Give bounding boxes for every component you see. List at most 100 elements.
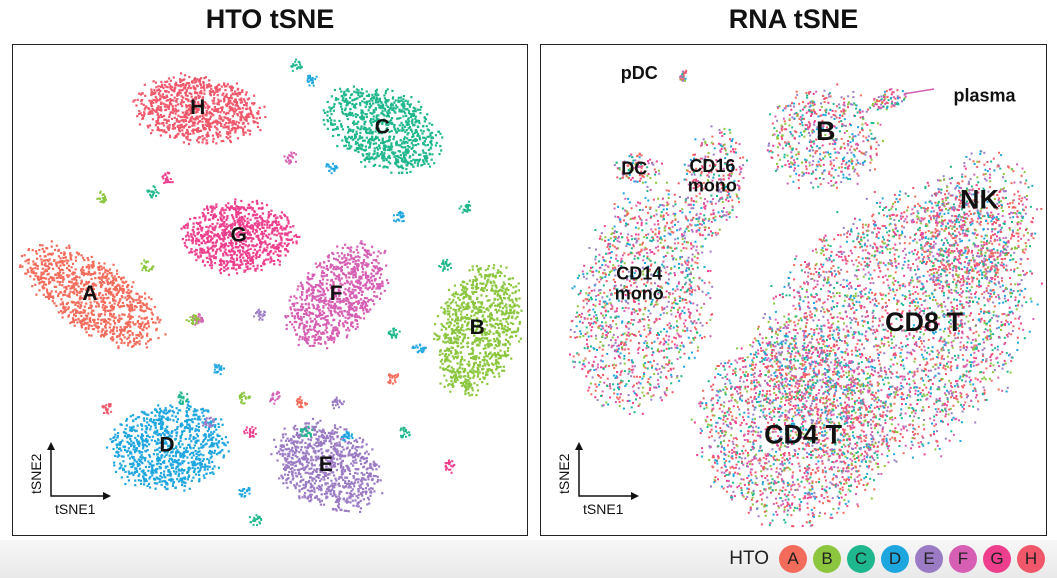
cell-point	[333, 329, 336, 332]
cell-point	[340, 277, 343, 280]
cell-point	[203, 233, 206, 236]
cell-point	[251, 261, 254, 264]
cell-point	[98, 281, 101, 284]
cell-point	[354, 255, 357, 258]
cell-point	[256, 217, 259, 220]
cell-point	[322, 272, 326, 275]
cell-point	[419, 108, 422, 111]
cell-point	[418, 135, 421, 138]
cell-point	[409, 113, 412, 116]
cell-point	[364, 127, 367, 130]
cell-point	[344, 137, 347, 140]
cell-point	[240, 99, 243, 102]
cell-point	[225, 223, 228, 226]
cell-point	[347, 289, 350, 292]
cell-point	[372, 251, 375, 254]
cell-point	[439, 132, 442, 135]
cell-point	[209, 112, 213, 115]
cell-point	[319, 262, 322, 265]
cell-point	[269, 250, 272, 253]
cell-point	[248, 244, 251, 247]
cell-point	[307, 338, 310, 341]
cell-point	[301, 293, 304, 296]
cell-point	[72, 309, 75, 312]
cell-point	[413, 109, 416, 112]
cell-point	[326, 315, 329, 318]
cell-point	[467, 392, 470, 395]
cell-point	[372, 96, 375, 99]
cell-point	[105, 329, 108, 332]
cell-point	[242, 98, 246, 101]
cell-point	[355, 102, 358, 106]
cell-point	[352, 270, 355, 273]
cell-point	[329, 286, 333, 289]
cell-point	[189, 132, 192, 135]
cell-point	[456, 370, 459, 373]
cell-point	[102, 272, 105, 275]
cell-point	[320, 266, 323, 269]
cell-point	[100, 279, 103, 282]
cell-point	[74, 288, 77, 291]
cell-point	[454, 301, 457, 304]
cell-point	[311, 320, 314, 323]
cell-point	[434, 323, 437, 326]
cell-point	[358, 280, 361, 283]
cell-point	[500, 299, 504, 302]
cell-point	[209, 115, 212, 118]
cell-point	[398, 108, 401, 111]
cell-point	[488, 273, 491, 276]
cell-point	[403, 103, 406, 106]
cell-point	[355, 315, 359, 318]
cell-point	[229, 118, 232, 121]
cell-point	[227, 202, 230, 205]
cell-point	[324, 300, 327, 303]
cell-point	[180, 116, 183, 119]
cell-point	[208, 127, 211, 130]
cell-point	[105, 279, 108, 282]
cell-point	[484, 347, 487, 350]
cell-point	[109, 313, 112, 316]
cell-point	[92, 309, 95, 312]
cell-point	[216, 128, 219, 131]
cell-point	[122, 276, 125, 279]
cell-point	[111, 284, 114, 287]
cell-point	[205, 109, 208, 112]
cell-point	[156, 113, 159, 116]
cell-point	[454, 312, 457, 315]
cell-point	[226, 254, 229, 257]
cell-point	[143, 324, 146, 327]
cell-point	[69, 256, 72, 259]
cell-point	[248, 115, 251, 118]
cell-point	[132, 300, 135, 303]
cell-point	[381, 104, 384, 107]
cell-point	[377, 118, 380, 122]
cell-point	[85, 331, 88, 334]
cell-point	[208, 85, 211, 88]
cell-point	[135, 334, 138, 337]
cell-point	[181, 89, 184, 92]
cell-point	[188, 92, 191, 95]
cell-point	[494, 326, 497, 329]
cell-point	[364, 105, 367, 108]
cell-point	[495, 360, 498, 363]
cell-point	[361, 114, 364, 117]
cell-point	[342, 325, 345, 328]
cell-point	[205, 256, 208, 259]
cell-point	[361, 109, 364, 112]
cell-point	[412, 144, 415, 147]
cell-point	[262, 260, 265, 264]
cell-point	[310, 299, 313, 302]
cell-point	[210, 125, 213, 128]
cell-point	[418, 136, 421, 140]
cell-point	[305, 297, 308, 300]
cell-point	[215, 85, 218, 88]
cell-point	[466, 372, 469, 375]
cell-point	[407, 123, 410, 126]
cell-point	[242, 122, 245, 125]
cell-point	[310, 292, 313, 295]
cell-point	[74, 318, 77, 321]
cell-point	[240, 218, 243, 222]
cell-point	[374, 119, 377, 123]
cell-point	[360, 293, 363, 296]
cell-point	[70, 258, 73, 261]
